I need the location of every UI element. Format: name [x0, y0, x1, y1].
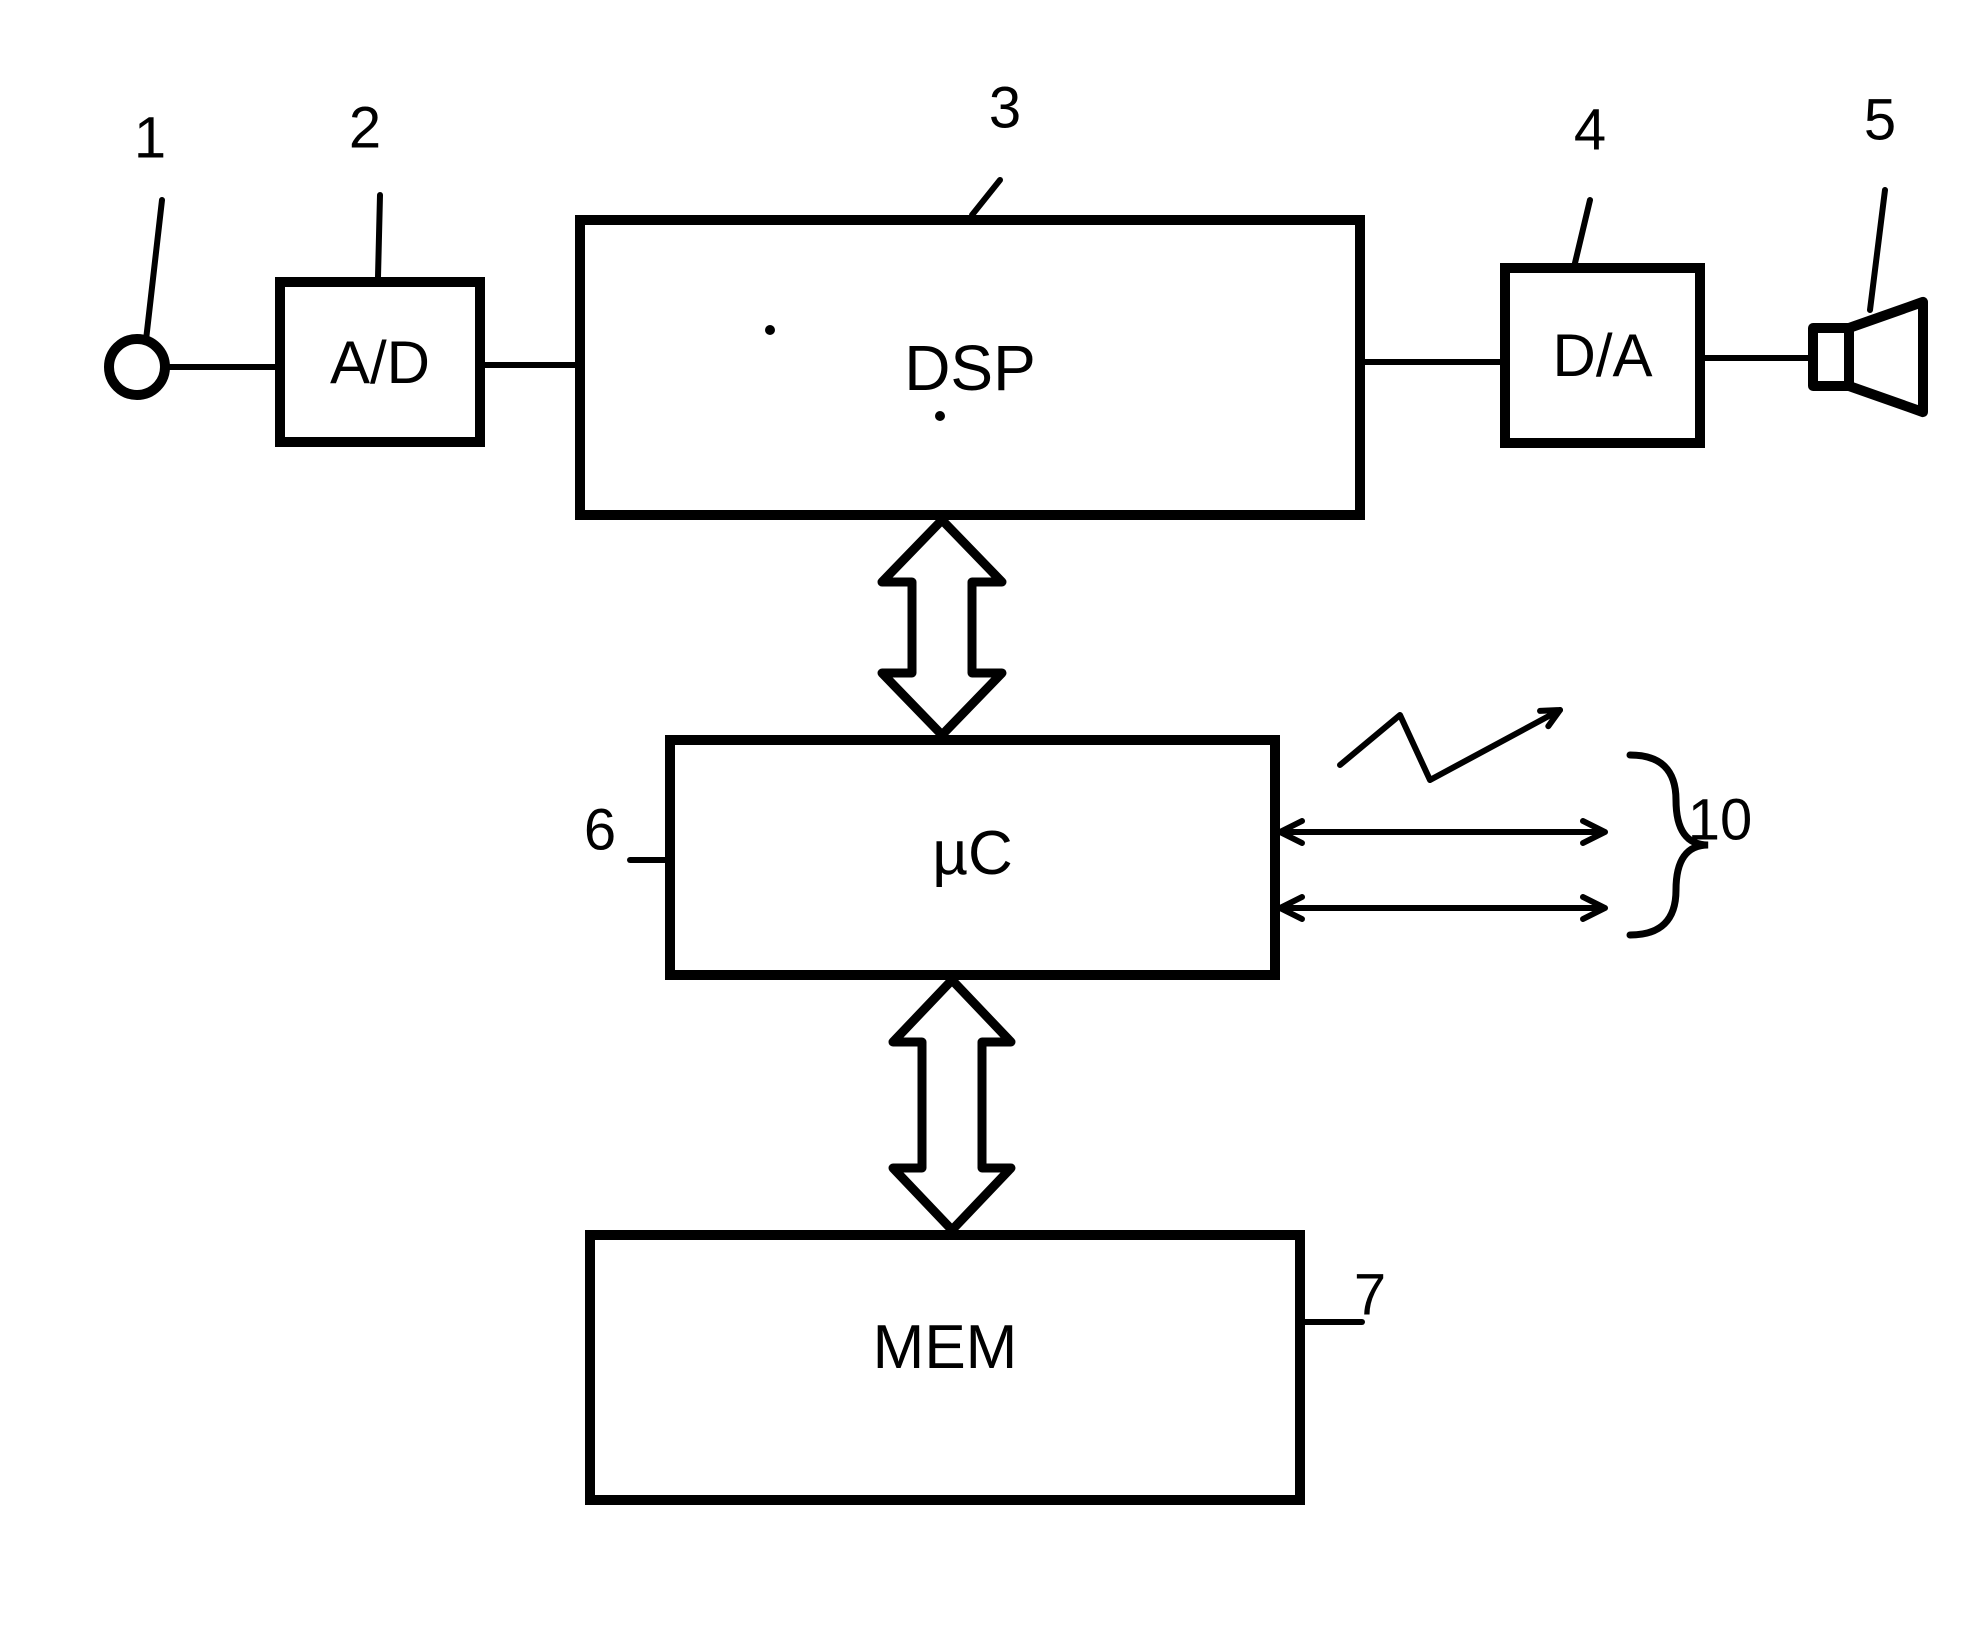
ref-label-4: 4 [1574, 97, 1606, 164]
block-mem: MEM [585, 1230, 1305, 1505]
block-uc: µC [665, 735, 1280, 980]
ref-label-1: 1 [134, 105, 166, 172]
block-ad-label: A/D [330, 328, 430, 397]
ref-label-7: 7 [1354, 1262, 1386, 1329]
ref-label-5: 5 [1864, 87, 1896, 154]
ref-label-6: 6 [584, 797, 616, 864]
ref-label-2: 2 [349, 95, 381, 162]
block-ad: A/D [275, 277, 485, 447]
ref-label-3: 3 [989, 75, 1021, 142]
block-mem-label: MEM [873, 1312, 1018, 1383]
block-da: D/A [1500, 263, 1705, 448]
block-dsp-label: DSP [904, 331, 1036, 405]
block-dsp: DSP [575, 215, 1365, 520]
ref-label-10: 10 [1688, 787, 1753, 854]
block-da-label: D/A [1552, 321, 1652, 390]
diagram-canvas: A/D DSP D/A µC MEM 1 2 3 4 5 6 7 10 [0, 0, 1969, 1635]
block-uc-label: µC [932, 818, 1013, 889]
